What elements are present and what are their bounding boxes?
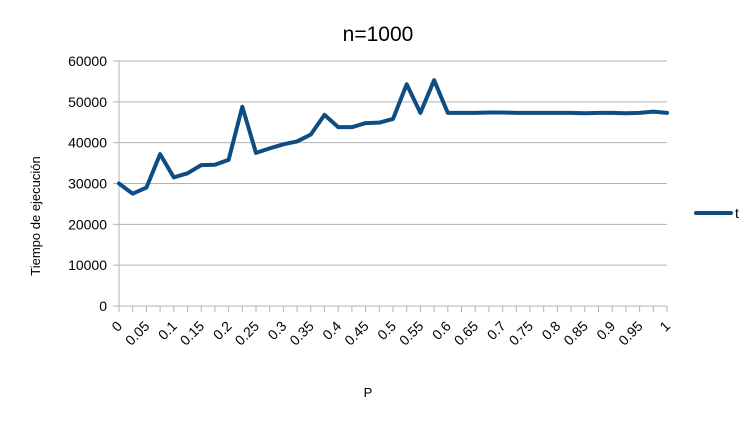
data-point xyxy=(268,146,272,150)
y-tick-label: 0 xyxy=(99,298,107,314)
x-tick-labels: 00.05 0.10.15 0.20.25 0.30.35 0.40.45 0.50.55… xyxy=(108,318,673,349)
x-tick-label: 0.3 xyxy=(264,318,289,343)
x-tick-label: 1 xyxy=(656,318,673,335)
data-point xyxy=(651,110,655,114)
data-point xyxy=(665,111,669,115)
data-point xyxy=(569,111,573,115)
x-tick-label: 0.35 xyxy=(286,318,317,349)
x-tick-label: 0.15 xyxy=(177,318,208,349)
data-point xyxy=(418,111,422,115)
data-point xyxy=(528,111,532,115)
data-point xyxy=(542,111,546,115)
data-point xyxy=(350,125,354,129)
x-tick-label: 0.05 xyxy=(122,318,153,349)
data-point xyxy=(487,110,491,114)
data-point xyxy=(117,182,121,186)
y-tick-label: 40000 xyxy=(68,135,107,151)
y-tick-label: 10000 xyxy=(68,257,107,273)
data-point xyxy=(144,186,148,190)
data-point xyxy=(501,110,505,114)
data-point xyxy=(391,117,395,121)
data-point xyxy=(473,111,477,115)
x-tick-label: 0 xyxy=(108,318,125,335)
y-tick-label: 20000 xyxy=(68,216,107,232)
x-tick-label: 0.7 xyxy=(484,318,509,343)
x-tick-label: 0.85 xyxy=(560,318,591,349)
data-point xyxy=(240,105,244,109)
data-point xyxy=(610,111,614,115)
data-point xyxy=(336,125,340,129)
chart-title: n=1000 xyxy=(343,23,414,46)
x-tick-label: 0.95 xyxy=(615,318,646,349)
data-point xyxy=(432,78,436,82)
data-point xyxy=(295,139,299,143)
x-tick-label: 0.55 xyxy=(396,318,427,349)
data-point xyxy=(172,175,176,179)
grid xyxy=(113,60,668,312)
data-point xyxy=(254,151,258,155)
data-point xyxy=(186,171,190,175)
x-tick-label: 0.1 xyxy=(155,318,180,343)
data-point xyxy=(281,142,285,146)
x-tick-label: 0.45 xyxy=(341,318,372,349)
data-point xyxy=(199,163,203,167)
x-tick-label: 0.9 xyxy=(593,318,618,343)
series-line-t xyxy=(117,78,669,196)
x-axis-label: P xyxy=(364,385,373,400)
x-tick-label: 0.6 xyxy=(429,318,454,343)
data-point xyxy=(309,133,313,137)
x-tick-label: 0.5 xyxy=(374,318,399,343)
data-point xyxy=(597,111,601,115)
data-point xyxy=(514,111,518,115)
data-point xyxy=(460,111,464,115)
y-tick-label: 50000 xyxy=(68,94,107,110)
data-point xyxy=(323,113,327,117)
data-point xyxy=(405,82,409,86)
plot-area xyxy=(117,78,669,196)
data-point xyxy=(446,111,450,115)
data-point xyxy=(213,163,217,167)
x-tick-label: 0.8 xyxy=(538,318,563,343)
data-point xyxy=(364,121,368,125)
x-tick-label: 0.2 xyxy=(210,318,235,343)
data-point xyxy=(583,111,587,115)
data-point xyxy=(624,111,628,115)
data-point xyxy=(377,121,381,125)
legend-label: t xyxy=(735,205,739,221)
y-axis-label: Tiempo de ejecución xyxy=(28,156,43,275)
x-tick-label: 0.25 xyxy=(232,318,263,349)
data-point xyxy=(555,111,559,115)
y-tick-label: 60000 xyxy=(68,53,107,69)
legend: t xyxy=(694,205,739,221)
data-point xyxy=(158,152,162,156)
x-tick-label: 0.65 xyxy=(451,318,482,349)
x-tick-label: 0.75 xyxy=(506,318,537,349)
y-tick-labels: 0 10000 20000 30000 40000 50000 60000 xyxy=(68,53,107,314)
y-tick-label: 30000 xyxy=(68,176,107,192)
x-tick-label: 0.4 xyxy=(319,318,344,343)
data-point xyxy=(638,111,642,115)
data-point xyxy=(131,192,135,196)
data-point xyxy=(227,158,231,162)
